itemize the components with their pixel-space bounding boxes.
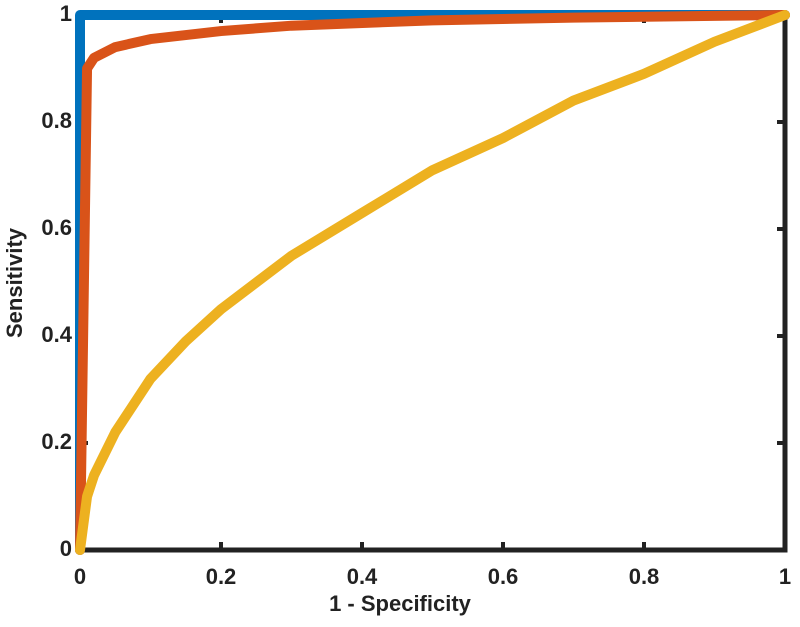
y-tick-label: 0 [60, 536, 72, 561]
x-tick-label: 0 [74, 564, 86, 589]
y-tick-label: 1 [60, 1, 72, 26]
y-tick-label: 0.6 [41, 215, 72, 240]
x-tick-label: 0.4 [347, 564, 378, 589]
plot-frame [77, 12, 788, 553]
x-tick-label: 1 [779, 564, 791, 589]
roc-curve [75, 10, 790, 555]
roc-curve [75, 10, 790, 555]
roc-curve [75, 10, 790, 555]
y-tick-label: 0.4 [41, 322, 72, 347]
x-tick-label: 0.2 [206, 564, 237, 589]
y-tick-label: 0.2 [41, 429, 72, 454]
y-axis-label: Sensitivity [2, 227, 27, 338]
y-tick-label: 0.8 [41, 108, 72, 133]
x-axis-label: 1 - Specificity [329, 591, 472, 616]
x-tick-label: 0.6 [488, 564, 519, 589]
x-tick-label: 0.8 [629, 564, 660, 589]
